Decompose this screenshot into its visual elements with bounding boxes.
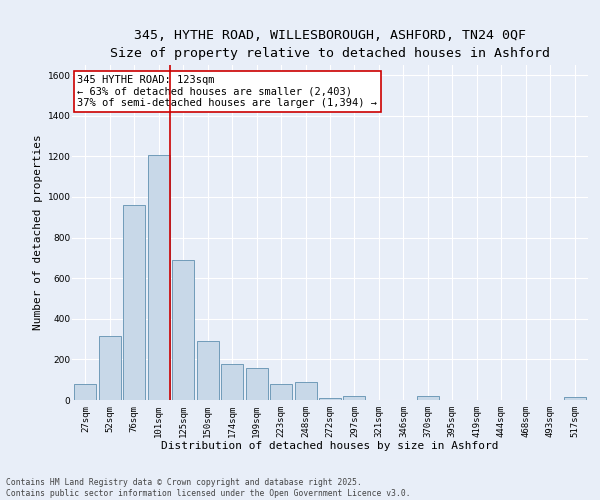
Text: Contains HM Land Registry data © Crown copyright and database right 2025.
Contai: Contains HM Land Registry data © Crown c… <box>6 478 410 498</box>
Bar <box>295 382 317 400</box>
Bar <box>563 397 586 400</box>
Bar <box>197 341 219 400</box>
X-axis label: Distribution of detached houses by size in Ashford: Distribution of detached houses by size … <box>161 442 499 452</box>
Bar <box>343 396 365 400</box>
Bar <box>270 384 292 400</box>
Title: 345, HYTHE ROAD, WILLESBOROUGH, ASHFORD, TN24 0QF
Size of property relative to d: 345, HYTHE ROAD, WILLESBOROUGH, ASHFORD,… <box>110 28 550 60</box>
Bar <box>417 396 439 400</box>
Bar <box>319 398 341 400</box>
Bar <box>74 384 97 400</box>
Bar <box>172 260 194 400</box>
Bar <box>99 336 121 400</box>
Bar <box>245 368 268 400</box>
Text: 345 HYTHE ROAD: 123sqm
← 63% of detached houses are smaller (2,403)
37% of semi-: 345 HYTHE ROAD: 123sqm ← 63% of detached… <box>77 75 377 108</box>
Bar <box>221 364 243 400</box>
Bar <box>148 156 170 400</box>
Y-axis label: Number of detached properties: Number of detached properties <box>34 134 43 330</box>
Bar <box>124 205 145 400</box>
